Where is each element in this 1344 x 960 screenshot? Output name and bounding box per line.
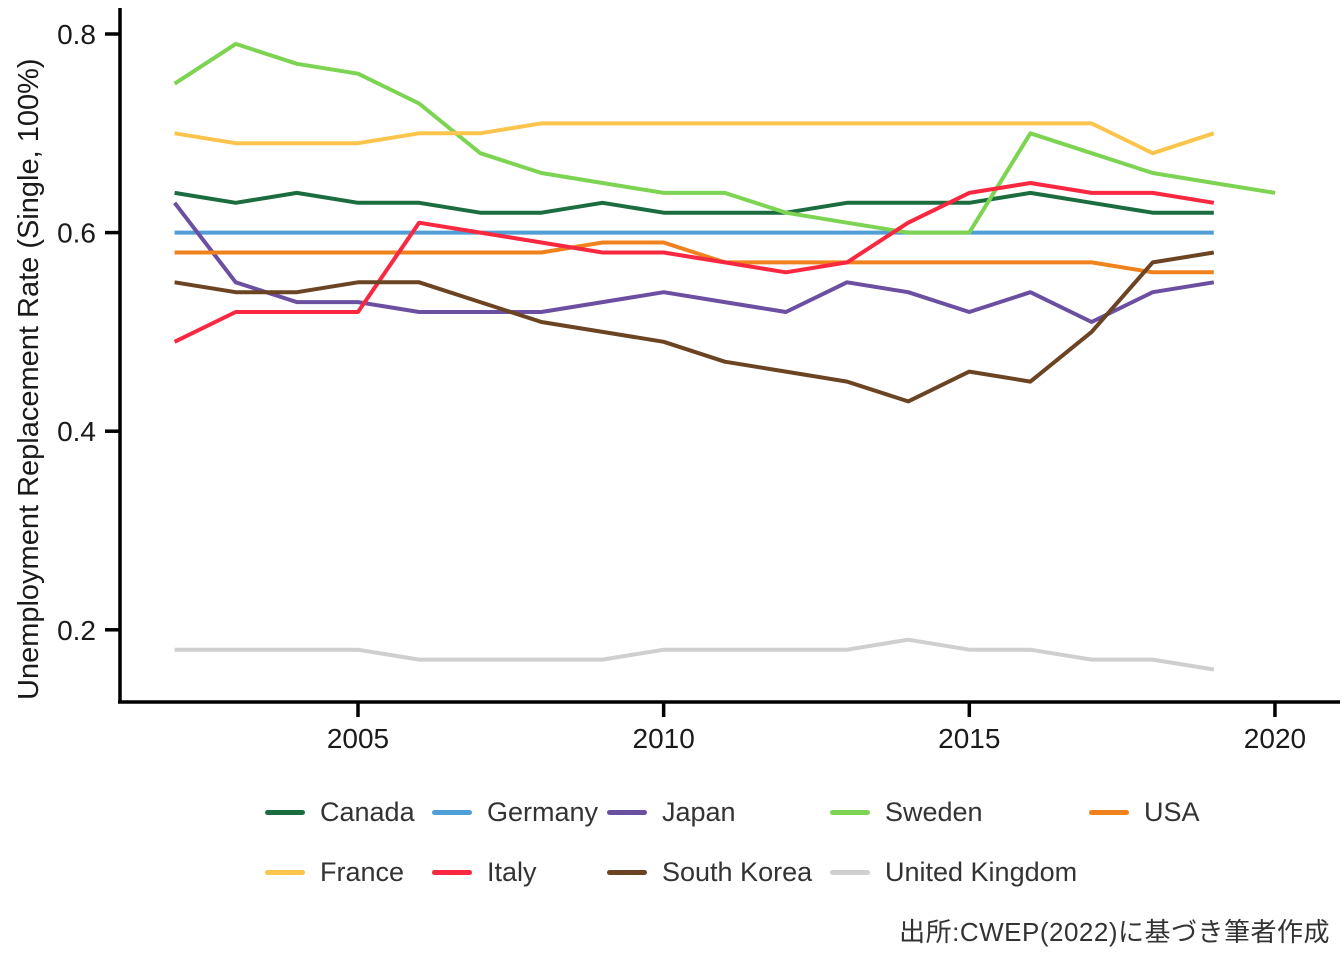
source-caption: 出所:CWEP(2022)に基づき筆者作成: [899, 917, 1330, 947]
y-axis-title: Unemployment Replacement Rate (Single, 1…: [13, 58, 45, 700]
chart-legend: Canada Germany Japan Sweden USA France Italy So…: [0, 0, 1344, 887]
x-tick-label: 2020: [1244, 723, 1306, 754]
line-chart: 0.2 0.4 0.6 0.8 2005 2010 2015 2020 Unemployme…: [13, 8, 1340, 754]
legend-item-germany: Germany: [432, 795, 598, 829]
series-line-south-korea: [174, 250, 1215, 404]
legend-label: France: [320, 856, 405, 887]
legend-item-japan: Japan: [607, 795, 736, 829]
legend-label: USA: [1144, 796, 1200, 827]
y-tick-label: 0.6: [57, 218, 96, 249]
legend-label: Italy: [487, 856, 537, 887]
series-line-sweden: [173, 41, 1276, 235]
legend-swatch-united-kingdom: [830, 869, 870, 875]
y-tick-label: 0.2: [57, 615, 96, 646]
legend-item-usa: USA: [1089, 795, 1200, 829]
legend-item-italy: Italy: [432, 855, 537, 889]
series-line-united-kingdom: [174, 637, 1215, 672]
x-tick-label: 2015: [938, 723, 1000, 754]
legend-swatch-sweden: [830, 809, 870, 815]
series-line-france: [174, 121, 1215, 156]
series-lines: [173, 41, 1276, 672]
legend-label: Germany: [487, 796, 599, 827]
legend-item-canada: Canada: [265, 795, 415, 829]
legend-label: Sweden: [885, 796, 983, 827]
x-tick-label: 2010: [633, 723, 695, 754]
legend-item-france: France: [265, 855, 404, 889]
x-tick-label: 2005: [327, 723, 389, 754]
series-line-italy: [173, 181, 1215, 344]
legend-swatch-canada: [265, 809, 305, 815]
y-tick-label: 0.4: [57, 416, 96, 447]
series-line-japan: [173, 201, 1215, 324]
legend-swatch-france: [265, 869, 305, 875]
x-axis-ticks: 2005 2010 2015 2020: [327, 702, 1306, 754]
series-line-usa: [174, 240, 1214, 275]
legend-item-sweden: Sweden: [830, 795, 983, 829]
legend-swatch-germany: [432, 809, 472, 815]
series-line-canada: [174, 190, 1214, 215]
legend-label: South Korea: [662, 856, 813, 887]
legend-label: Japan: [662, 796, 736, 827]
legend-item-united-kingdom: United Kingdom: [830, 855, 1077, 889]
legend-item-south-korea: South Korea: [607, 855, 812, 889]
legend-swatch-japan: [607, 809, 647, 815]
legend-swatch-usa: [1089, 809, 1129, 815]
legend-swatch-south-korea: [607, 869, 647, 875]
legend-swatch-italy: [432, 869, 472, 875]
legend-label: Canada: [320, 796, 415, 827]
legend-label: United Kingdom: [885, 856, 1078, 887]
y-axis-ticks: 0.2 0.4 0.6 0.8: [57, 19, 120, 646]
plot-canvas: 0.2 0.4 0.6 0.8 2005 2010 2015 2020 Unemployme…: [13, 8, 1340, 754]
y-tick-label: 0.8: [57, 19, 96, 50]
